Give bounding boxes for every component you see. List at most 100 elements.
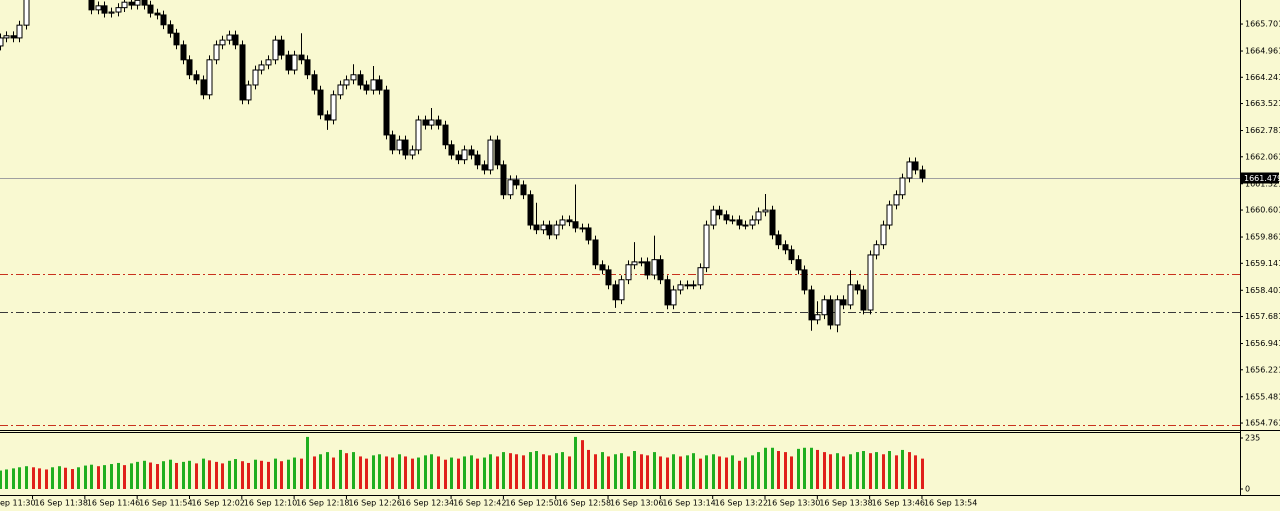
candle-body <box>893 194 900 206</box>
candle-body <box>448 144 455 156</box>
volume-bar <box>195 463 198 489</box>
volume-panel <box>0 436 924 489</box>
candle-body <box>245 84 252 101</box>
candle-body <box>749 219 756 226</box>
candle-body <box>455 154 462 161</box>
candle-body <box>775 234 782 246</box>
candle-body <box>219 39 226 46</box>
candle-body <box>684 284 691 287</box>
volume-bar <box>548 455 551 489</box>
volume-bar <box>718 456 721 489</box>
volume-bar <box>391 457 394 489</box>
volume-bar <box>424 455 427 489</box>
volume-bar <box>182 461 185 489</box>
candle-body <box>200 79 207 96</box>
volume-bar <box>339 449 342 489</box>
volume-bar <box>633 451 636 489</box>
axes: 1665.701 1664.961 1664.241 1663.521 1662.781… <box>0 20 1280 508</box>
candle-body <box>814 314 821 321</box>
candle-body <box>899 177 906 196</box>
volume-bar <box>797 448 800 489</box>
price-panel <box>0 0 1240 426</box>
candle-body <box>389 134 396 151</box>
volume-bar <box>620 453 623 489</box>
volume-bar <box>529 452 532 489</box>
volume-bar <box>90 464 93 489</box>
volume-bar <box>18 467 21 489</box>
volume-bar <box>875 452 878 489</box>
volume-bar <box>444 459 447 489</box>
volume-bar <box>149 462 152 489</box>
volume-bar <box>784 452 787 489</box>
y-tick-label: 0 <box>1245 485 1250 494</box>
candle-body <box>370 79 377 91</box>
volume-bar <box>404 456 407 489</box>
candle-body <box>0 37 4 47</box>
candle-body <box>507 179 514 196</box>
volume-bar <box>659 456 662 489</box>
volume-bar <box>156 464 159 489</box>
volume-bar <box>208 460 211 489</box>
candle-body <box>173 32 180 46</box>
candle-body <box>919 169 926 179</box>
candle-body <box>186 59 193 76</box>
candle-body <box>167 24 174 34</box>
candle-body <box>121 1 128 9</box>
candle-body <box>782 244 789 251</box>
volume-bar <box>378 454 381 489</box>
x-tick-label: 16 Sep 12:50 <box>505 499 558 508</box>
candle-body <box>808 289 815 321</box>
volume-bar <box>522 455 525 489</box>
candle-body <box>10 35 17 39</box>
volume-bar <box>790 456 793 489</box>
y-tick-label: 1664.241 <box>1245 73 1280 82</box>
y-tick-label: 1664.961 <box>1245 47 1280 56</box>
candle-body <box>409 149 416 156</box>
volume-bar <box>699 458 702 489</box>
candle-body <box>16 24 23 39</box>
candle-body <box>612 284 619 301</box>
volume-bar <box>32 467 35 489</box>
candle-body <box>520 184 527 196</box>
volume-bar <box>247 462 250 489</box>
candle-body <box>847 284 854 306</box>
candle-body <box>180 44 187 61</box>
candle-body <box>147 4 154 14</box>
volume-bar <box>502 452 505 489</box>
volume-bar <box>686 455 689 489</box>
candle-body <box>657 259 664 281</box>
volume-bar <box>398 454 401 489</box>
volume-bar <box>45 469 48 489</box>
volume-bar <box>751 455 754 489</box>
volume-bar <box>607 456 610 489</box>
volume-bar <box>816 449 819 489</box>
volume-bar <box>672 454 675 489</box>
volume-bar <box>470 455 473 489</box>
candle-body <box>487 139 494 171</box>
volume-bar <box>411 458 414 489</box>
volume-bar <box>561 452 564 489</box>
volume-bar <box>888 451 891 489</box>
volume-bar <box>359 456 362 489</box>
volume-bar <box>542 454 545 489</box>
volume-bar <box>228 460 231 489</box>
volume-bar <box>202 458 205 489</box>
candle-body <box>664 279 671 306</box>
candle-body <box>513 179 520 186</box>
volume-bar <box>162 461 165 489</box>
volume-bar <box>365 458 368 489</box>
y-tick-label: 1658.401 <box>1245 286 1280 295</box>
volume-bar <box>51 467 54 489</box>
volume-bar <box>326 452 329 489</box>
candle-body <box>428 119 435 126</box>
x-tick-label: 16 Sep 11:54 <box>139 499 192 508</box>
candle-body <box>762 209 769 213</box>
x-tick-label: 16 Sep 12:26 <box>348 499 401 508</box>
candle-body <box>304 59 311 76</box>
candle-body <box>376 79 383 91</box>
volume-bar <box>352 452 355 489</box>
volume-bar <box>38 468 41 489</box>
candle-body <box>527 194 534 226</box>
volume-bar <box>555 453 558 489</box>
